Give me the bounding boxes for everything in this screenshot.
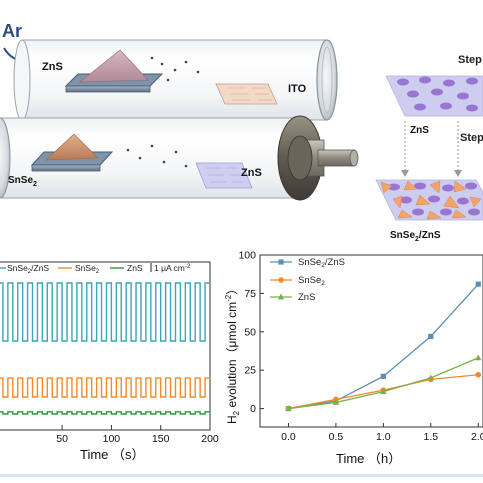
ito-label: ITO <box>288 83 307 95</box>
snse2-boat-front <box>31 164 101 172</box>
chart2-y-tick-label-25: 25 <box>244 365 256 377</box>
zns-powder <box>79 49 149 83</box>
zns-on-ito-electrodes <box>206 167 244 183</box>
chart2-point-snse2-4 <box>475 371 482 378</box>
chart2-legend-marker-0 <box>278 259 284 265</box>
chart1-series-line-snse2 <box>0 377 210 398</box>
chart2-point-zns-2 <box>380 388 387 395</box>
chart2-x-tick-label-0.5: 0.5 <box>329 431 344 443</box>
chart2-legend-swatch-zns <box>270 293 292 300</box>
tube-cap-face <box>287 135 313 181</box>
chart2-legend-label-snse2: SnSe2 <box>298 275 325 287</box>
chart2-point-zns-0 <box>285 405 292 411</box>
chart2-point-snse2-zns-3 <box>428 333 434 339</box>
ito-electrodes <box>228 87 272 101</box>
chart1-legend-label-snse2: SnSe2 <box>75 263 100 275</box>
chart2-y-axis-label: H2 evolution（μmol cm-2） <box>224 283 241 424</box>
chart2-point-zns-3 <box>427 374 435 381</box>
photocurrent-chart: 50 100 150 200 SnSe2/ZnS SnSe2 ZnS 1 μA cm-… <box>0 261 219 462</box>
chart2-point-snse2-zns-4 <box>475 281 481 287</box>
chart1-x-tick-label-50: 50 <box>56 433 68 445</box>
snse2-source-label: SnSe2 <box>8 175 37 188</box>
ar-label: Ar <box>2 21 22 41</box>
chart2-y-tick-label-75: 75 <box>244 288 256 300</box>
chart2-y-tick-label-100: 100 <box>238 250 256 262</box>
chart2-x-tick-label-1.0: 1.0 <box>376 431 391 443</box>
chart1-x-axis-label: Time （s） <box>80 447 145 462</box>
chart2-x-axis-label: Time （h） <box>336 451 401 466</box>
upper-tube-body <box>21 39 328 121</box>
lower-tube-left-end <box>0 117 11 199</box>
chart2-legend-swatch-snse2-zns <box>270 259 292 265</box>
chart2-legend: SnSe2/ZnS SnSe2 ZnS <box>270 257 345 303</box>
chart1-legend-label-snse2-zns: SnSe2/ZnS <box>7 263 49 275</box>
chart1-x-ticks: 50 100 150 200 <box>56 425 219 445</box>
chart2-point-zns-4 <box>475 354 482 361</box>
step2-label: Step <box>460 132 483 144</box>
snse2-triangles <box>380 180 482 220</box>
chart1-series <box>0 282 210 415</box>
chart2-x-tick-label-2.0: 2.0 <box>471 431 483 443</box>
chart1-legend: SnSe2/ZnS SnSe2 ZnS 1 μA cm-2 <box>0 263 191 275</box>
chart2-plot-frame <box>259 254 483 428</box>
vapor-dots-upper <box>150 56 200 82</box>
gas-outlet-pin <box>317 149 355 167</box>
chart2-x-tick-label-0.0: 0.0 <box>281 431 296 443</box>
step-arrow-left-head <box>401 170 409 177</box>
step1-label: Step <box>458 54 482 66</box>
step-arrow-right-head <box>454 170 462 177</box>
zns-substrate-label: ZnS <box>241 167 262 179</box>
schematic: Ar ZnS ITO Step Step <box>0 21 483 243</box>
step2-disks <box>388 182 480 216</box>
zns-source-label: ZnS <box>42 61 63 73</box>
chart1-scale-bar-label: 1 μA cm-2 <box>154 263 191 273</box>
step1-substrate <box>385 75 483 117</box>
chart2-legend-label-zns: ZnS <box>298 292 315 303</box>
chart2-x-tick-label-1.5: 1.5 <box>424 431 439 443</box>
upper-tube-right-end <box>316 39 338 121</box>
chart2-y-tick-label-0: 0 <box>250 403 256 415</box>
snse2-powder <box>45 133 99 161</box>
chart2-legend-label-snse2-zns: SnSe2/ZnS <box>298 257 345 269</box>
chart1-x-tick-label-100: 100 <box>103 433 121 445</box>
chart2-series <box>285 281 482 412</box>
chart1-series-line-zns <box>0 411 210 415</box>
chart2-point-snse2-zns-2 <box>380 373 386 379</box>
chart1-legend-label-zns: ZnS <box>127 263 143 273</box>
figure-bottom-border <box>0 474 483 477</box>
chart2-point-zns-1 <box>332 399 340 405</box>
chart2-legend-marker-1 <box>278 277 284 283</box>
zns-disks <box>397 76 478 112</box>
chart2-legend-swatch-snse2 <box>270 277 292 283</box>
chart1-plot-frame <box>0 261 211 431</box>
chart1-series-line-snse2-zns <box>0 282 210 342</box>
gas-outlet-pin-end <box>349 149 359 167</box>
zns-intermediate-label: ZnS <box>410 125 429 136</box>
chart1-x-tick-label-200: 200 <box>201 433 219 445</box>
chart2-x-ticks: 0.0 0.5 1.0 1.5 2.0 <box>281 423 483 443</box>
chart2-y-tick-label-50: 50 <box>244 326 256 338</box>
zns-boat-front <box>65 85 151 93</box>
vapor-dots-lower <box>126 144 188 168</box>
upper-tube-right-inner <box>321 46 333 114</box>
chart1-x-tick-label-150: 150 <box>152 433 170 445</box>
chart2-legend-marker-2 <box>277 293 285 300</box>
upper-tube-left-end <box>13 39 31 121</box>
h2-evolution-chart: 0 25 50 75 100 0.0 0.5 1.0 1.5 2.0 SnSe2/ZnS SnS… <box>224 250 483 466</box>
chart2-y-ticks: 0 25 50 75 100 <box>238 250 264 415</box>
heterostructure-label: SnSe2/ZnS <box>390 230 441 243</box>
